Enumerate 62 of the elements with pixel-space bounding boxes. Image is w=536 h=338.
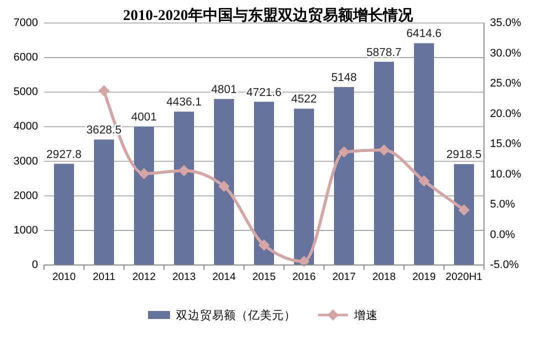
data-label: 2918.5 — [446, 149, 482, 162]
point — [418, 175, 430, 186]
bar — [174, 112, 194, 265]
point — [218, 180, 230, 192]
y2-tick-label: 35.0% — [490, 17, 522, 29]
point — [338, 146, 350, 158]
x-tick-label: 2018 — [372, 271, 396, 283]
y2-tick-label: 20.0% — [490, 108, 522, 120]
x-tick-label: 2017 — [332, 271, 356, 283]
point — [378, 144, 390, 156]
y2-tick-label: 5.0% — [490, 198, 516, 210]
x-tick-label: 2014 — [212, 271, 236, 283]
y-tick-label: 7000 — [14, 17, 38, 29]
x-tick-label: 2012 — [132, 271, 156, 283]
y2-tick-label: -5.0% — [490, 259, 519, 271]
legend-label: 增速 — [353, 309, 378, 322]
point — [458, 204, 470, 216]
data-label: 5148 — [331, 72, 357, 84]
data-label: 6414.6 — [406, 28, 442, 40]
y-tick-label: 5000 — [14, 86, 38, 98]
data-label: 4801 — [211, 84, 237, 96]
y-tick-label: 3000 — [14, 155, 38, 168]
data-label: 2927.8 — [46, 148, 82, 161]
bar — [94, 140, 114, 265]
x-tick-label: 2019 — [412, 271, 436, 283]
bar — [294, 108, 314, 265]
y-tick-label: 0 — [32, 259, 38, 271]
x-tick-label: 2010 — [52, 271, 76, 283]
chart-title: 2010-2020年中国与东盟双边贸易额增长情况 — [123, 6, 414, 24]
legend-label: 双边贸易额（亿美元） — [176, 308, 296, 322]
data-label: 4522 — [291, 94, 317, 106]
x-tick-label: 2015 — [252, 271, 276, 283]
data-label: 5878.7 — [366, 46, 402, 59]
bar — [334, 87, 354, 265]
y2-tick-label: 0.0% — [490, 228, 516, 241]
x-tick-label: 2013 — [172, 271, 196, 283]
point — [138, 168, 150, 180]
data-label: 3628.5 — [86, 124, 122, 137]
bar — [454, 164, 474, 265]
x-tick-label: 2016 — [292, 271, 316, 283]
point — [258, 240, 270, 250]
bar — [374, 62, 394, 265]
x-tick-label: 2011 — [92, 271, 116, 283]
y-tick-label: 6000 — [14, 52, 38, 64]
bar — [134, 126, 154, 265]
y2-tick-label: 10.0% — [490, 168, 522, 180]
point — [98, 85, 110, 96]
y-tick-label: 4000 — [14, 120, 38, 133]
y2-tick-label: 30.0% — [490, 47, 522, 60]
bar — [254, 102, 274, 265]
data-label: 4001 — [131, 112, 157, 124]
y-tick-label: 2000 — [14, 190, 38, 202]
data-label: 4721.6 — [246, 86, 282, 99]
x-tick-label: 2020H1 — [446, 271, 483, 283]
y-tick-label: 1000 — [14, 224, 38, 236]
bar — [214, 99, 234, 265]
data-label: 4436.1 — [166, 96, 202, 109]
point — [298, 256, 310, 267]
bar — [54, 164, 74, 265]
y2-tick-label: 15.0% — [490, 138, 522, 150]
bar — [414, 43, 434, 265]
y2-tick-label: 25.0% — [490, 78, 522, 90]
